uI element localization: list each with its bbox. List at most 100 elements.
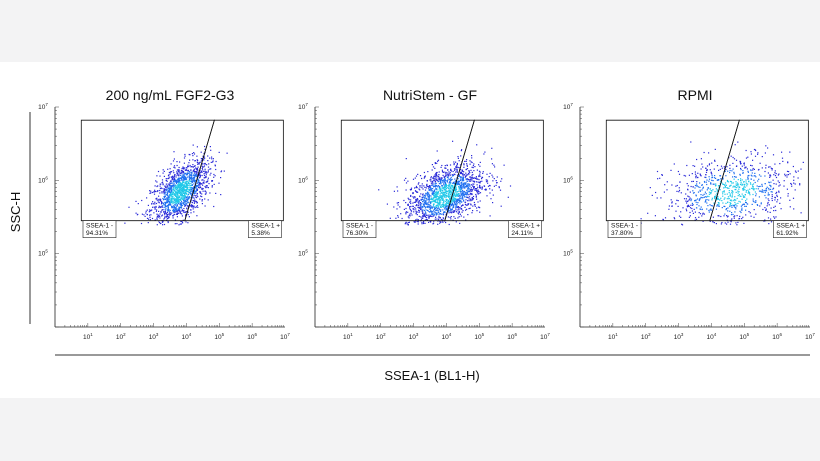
event-dot bbox=[453, 216, 455, 218]
event-dot bbox=[178, 177, 180, 179]
event-dot bbox=[433, 215, 435, 217]
event-dot bbox=[778, 181, 780, 184]
event-dot bbox=[439, 199, 441, 201]
event-dot bbox=[438, 201, 441, 203]
event-dot bbox=[457, 157, 459, 159]
event-dot bbox=[445, 221, 447, 224]
event-dot bbox=[433, 185, 435, 187]
event-dot bbox=[712, 180, 714, 182]
event-dot bbox=[456, 174, 459, 176]
event-dot bbox=[164, 214, 166, 216]
event-dot bbox=[719, 175, 722, 177]
event-dot bbox=[463, 171, 465, 173]
event-dot bbox=[680, 216, 682, 218]
event-dot bbox=[176, 185, 178, 187]
event-dot bbox=[750, 178, 752, 180]
figure-canvas: SSC-H SSEA-1 (BL1-H) 200 ng/mL FGF2-G3 105 1… bbox=[0, 62, 820, 398]
event-dot bbox=[184, 153, 186, 156]
event-dot bbox=[196, 201, 198, 203]
event-dot bbox=[706, 169, 708, 171]
event-dot bbox=[460, 187, 462, 189]
event-dot bbox=[173, 198, 175, 200]
event-dot bbox=[453, 187, 455, 189]
event-dot bbox=[752, 169, 754, 171]
event-dot bbox=[699, 189, 701, 191]
event-dot bbox=[200, 151, 202, 153]
event-dot bbox=[709, 204, 711, 206]
event-dot bbox=[188, 192, 190, 194]
event-dot bbox=[457, 183, 459, 186]
event-dot bbox=[165, 207, 167, 209]
event-dot bbox=[741, 198, 743, 200]
event-dot bbox=[421, 177, 423, 180]
event-dot bbox=[771, 197, 773, 200]
event-dot bbox=[191, 190, 193, 193]
event-dot bbox=[429, 187, 432, 189]
event-dot bbox=[167, 207, 169, 209]
event-dot bbox=[455, 179, 457, 182]
event-dot bbox=[434, 174, 436, 176]
event-dot bbox=[737, 141, 739, 143]
event-dot bbox=[460, 192, 462, 194]
event-dot bbox=[464, 176, 466, 178]
event-dot bbox=[701, 184, 703, 186]
event-dot bbox=[455, 199, 457, 201]
event-dot bbox=[160, 211, 162, 213]
event-dot bbox=[755, 149, 757, 152]
event-dot bbox=[184, 194, 186, 196]
event-dot bbox=[151, 217, 154, 220]
event-dot bbox=[164, 205, 166, 207]
event-dot bbox=[487, 185, 490, 187]
event-dot bbox=[709, 220, 711, 222]
event-dot bbox=[419, 206, 421, 208]
event-dot bbox=[749, 182, 752, 184]
event-dot bbox=[703, 180, 706, 183]
event-dot bbox=[175, 195, 177, 197]
event-dot bbox=[460, 183, 462, 185]
event-dot bbox=[706, 195, 709, 197]
x-tick-label: 104 bbox=[707, 332, 717, 341]
event-dot bbox=[452, 174, 454, 177]
event-dot bbox=[203, 170, 205, 172]
event-dot bbox=[191, 174, 193, 176]
event-dot bbox=[466, 196, 468, 199]
event-dot bbox=[447, 169, 449, 171]
event-dot bbox=[428, 192, 430, 194]
event-dot bbox=[175, 176, 177, 178]
event-dot bbox=[456, 203, 458, 205]
event-dot bbox=[183, 180, 185, 182]
event-dot bbox=[708, 164, 710, 166]
event-dot bbox=[419, 203, 421, 205]
event-dot bbox=[725, 209, 727, 211]
event-dot bbox=[423, 177, 425, 179]
event-dot bbox=[197, 179, 200, 181]
event-dot bbox=[438, 198, 440, 200]
event-dot bbox=[435, 179, 437, 181]
event-dot bbox=[747, 178, 749, 180]
event-dot bbox=[764, 207, 766, 209]
event-dot bbox=[169, 214, 171, 216]
event-dot bbox=[491, 189, 493, 191]
event-dot bbox=[199, 172, 201, 174]
event-dot bbox=[708, 163, 711, 165]
event-dot bbox=[149, 214, 151, 216]
event-dot bbox=[699, 208, 701, 210]
event-dot bbox=[432, 204, 435, 206]
event-dot bbox=[409, 206, 411, 208]
event-dot bbox=[179, 184, 181, 186]
event-dot bbox=[726, 223, 728, 225]
event-dot bbox=[173, 201, 175, 203]
event-dot bbox=[787, 193, 789, 195]
event-dot bbox=[157, 214, 159, 216]
event-dot bbox=[730, 203, 732, 205]
event-dot bbox=[184, 167, 186, 169]
event-dot bbox=[431, 192, 433, 194]
event-dot bbox=[190, 195, 193, 197]
event-dot bbox=[473, 186, 475, 188]
event-dot bbox=[479, 161, 481, 163]
event-dot bbox=[753, 179, 755, 181]
event-dot bbox=[445, 171, 447, 173]
event-dot bbox=[161, 179, 164, 181]
event-dot bbox=[453, 206, 455, 209]
event-dot bbox=[202, 166, 204, 168]
